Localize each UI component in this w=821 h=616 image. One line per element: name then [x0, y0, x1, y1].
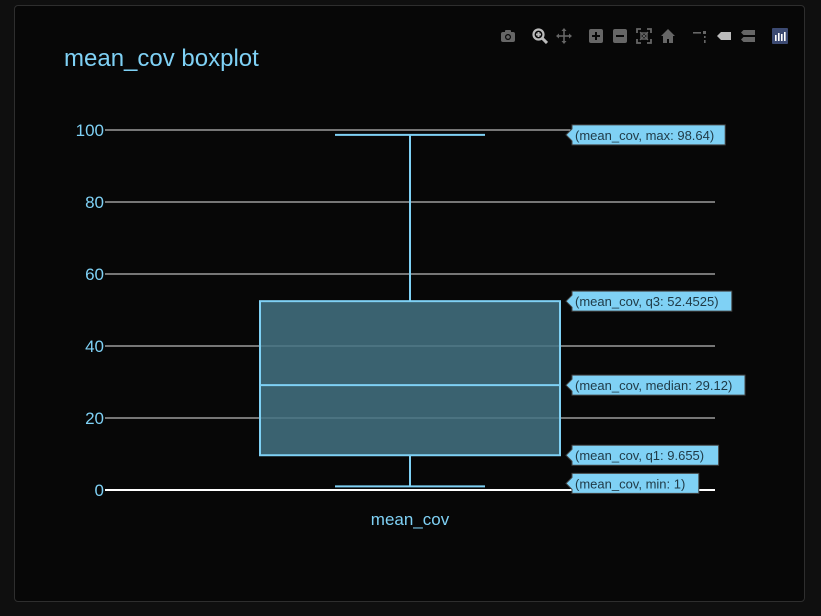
spike-lines-icon[interactable]	[690, 26, 710, 46]
hover-label-box	[565, 290, 733, 312]
zoom-out-icon[interactable]	[610, 26, 630, 46]
zoom-in-icon[interactable]	[586, 26, 606, 46]
hover-label-text: (mean_cov, min: 1)	[575, 476, 685, 491]
y-tick-label: 100	[76, 121, 104, 140]
box-trace[interactable]	[259, 133, 561, 488]
hover-label-box	[565, 444, 720, 466]
modebar	[494, 25, 790, 47]
hover-label-box	[565, 124, 726, 146]
hover-label-text: (mean_cov, median: 29.12)	[575, 378, 732, 393]
camera-icon[interactable]	[498, 26, 518, 46]
hover-labels: (mean_cov, max: 98.64) (mean_cov, q3: 52.…	[565, 124, 746, 494]
x-tick-label: mean_cov	[371, 510, 450, 529]
chart-title: mean_cov boxplot	[64, 45, 259, 72]
hover-label: (mean_cov, max: 98.64)	[565, 124, 726, 146]
zoom-icon[interactable]	[530, 26, 550, 46]
y-tick-label: 80	[85, 193, 104, 212]
hover-compare-icon[interactable]	[738, 26, 758, 46]
x-axis-ticks: mean_cov	[371, 510, 450, 529]
y-axis-ticks: 0 20 40 60 80 100	[76, 121, 104, 500]
hover-closest-icon[interactable]	[714, 26, 734, 46]
y-tick-label: 20	[85, 409, 104, 428]
y-tick-label: 40	[85, 337, 104, 356]
reset-axes-icon[interactable]	[658, 26, 678, 46]
y-tick-label: 60	[85, 265, 104, 284]
hover-label: (mean_cov, min: 1)	[565, 472, 700, 494]
hover-label-box	[565, 374, 746, 396]
hover-label: (mean_cov, median: 29.12)	[565, 374, 746, 396]
y-tick-label: 0	[95, 481, 104, 500]
pan-icon[interactable]	[554, 26, 574, 46]
plotly-logo-icon[interactable]	[770, 26, 790, 46]
hover-label: (mean_cov, q3: 52.4525)	[565, 290, 733, 312]
hover-label-text: (mean_cov, max: 98.64)	[575, 128, 714, 143]
box-iqr[interactable]	[259, 300, 561, 457]
hover-label-box	[565, 472, 700, 494]
hover-label: (mean_cov, q1: 9.655)	[565, 444, 720, 466]
hover-label-text: (mean_cov, q3: 52.4525)	[575, 294, 719, 309]
autoscale-icon[interactable]	[634, 26, 654, 46]
hover-label-text: (mean_cov, q1: 9.655)	[575, 448, 704, 463]
